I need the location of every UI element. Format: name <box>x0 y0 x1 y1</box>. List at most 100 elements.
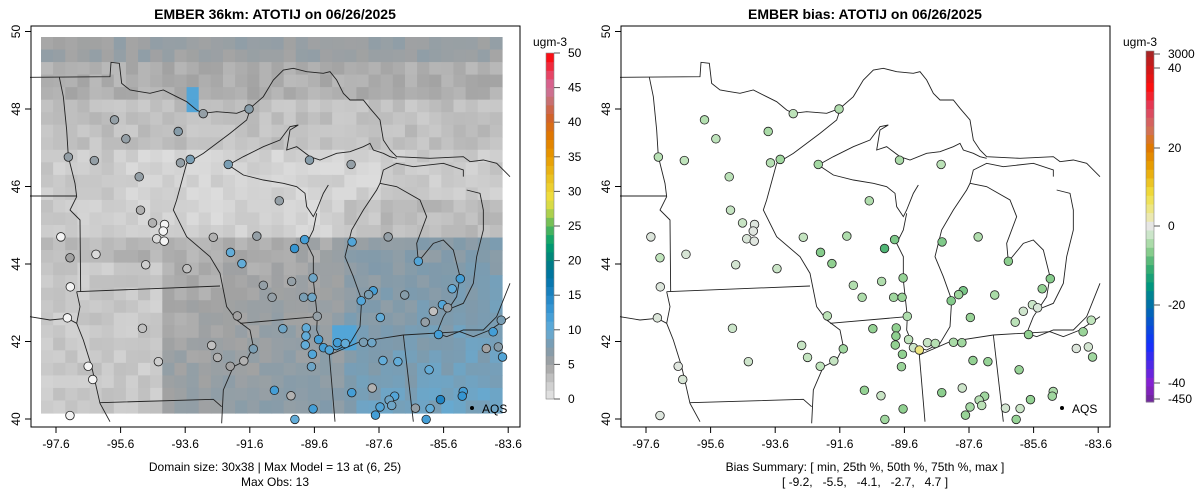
grid-cell <box>380 149 394 163</box>
bias-station-point <box>1037 284 1047 294</box>
grid-cell <box>65 212 78 226</box>
grid-cell <box>247 62 260 76</box>
grid-cell <box>162 87 176 101</box>
grid-cell <box>101 62 115 76</box>
grid-cell <box>162 199 176 214</box>
bias-station-point <box>727 323 738 334</box>
y-tick-label: 42 <box>599 335 613 349</box>
station-point <box>244 104 254 114</box>
station-point <box>308 273 318 283</box>
boundary-line <box>329 331 461 356</box>
colorbar-tick-label: 25 <box>568 219 582 233</box>
grid-cell <box>368 350 382 364</box>
grid-cell <box>453 199 467 214</box>
grid-cell <box>247 300 260 314</box>
grid-cell <box>150 375 163 389</box>
grid-cell <box>344 149 358 163</box>
grid-cell <box>77 287 91 301</box>
grid-cell <box>89 199 103 214</box>
colorbar-swatch <box>1146 385 1154 396</box>
grid-cell <box>332 62 345 76</box>
grid-cell <box>186 237 200 251</box>
grid-cell <box>138 62 151 76</box>
station-point <box>274 196 284 206</box>
bias-station-point <box>937 387 947 398</box>
grid-cell <box>320 312 333 326</box>
grid-cell <box>283 262 297 276</box>
grid-cell <box>198 362 212 376</box>
bias-station-point <box>914 345 925 355</box>
grid-cell <box>465 312 479 326</box>
grid-cell <box>113 375 127 389</box>
station-point <box>173 126 183 137</box>
grid-cell <box>89 187 103 201</box>
colorbar-swatch <box>1146 333 1154 344</box>
grid-cell <box>465 250 479 264</box>
grid-cell <box>320 375 333 389</box>
bias-station-point <box>763 126 773 137</box>
grid-cell <box>138 387 151 402</box>
grid-cell <box>477 74 491 88</box>
grid-cell <box>417 212 430 226</box>
grid-cell <box>89 237 103 251</box>
colorbar-tick-label: 5 <box>568 357 575 371</box>
grid-cell <box>344 375 358 389</box>
grid-cell <box>344 112 358 126</box>
grid-cell <box>138 124 151 138</box>
grid-cell <box>465 199 479 214</box>
colorbar-tick-label: -40 <box>1168 376 1186 390</box>
grid-cell <box>380 74 394 88</box>
grid-cell <box>65 62 78 76</box>
grid-cell <box>186 275 200 289</box>
station-point <box>346 159 356 170</box>
grid-cell <box>113 174 127 188</box>
grid-cell <box>380 275 394 289</box>
grid-cell <box>356 162 370 176</box>
grid-cell <box>222 325 236 339</box>
colorbar-swatch <box>546 355 554 365</box>
grid-cell <box>235 112 248 126</box>
grid-cell <box>477 162 491 176</box>
colorbar-swatch <box>546 174 554 184</box>
grid-cell <box>125 74 139 88</box>
station-point <box>237 258 247 269</box>
station-point <box>185 154 195 165</box>
colorbar-swatch <box>546 78 554 89</box>
grid-cell <box>186 112 200 126</box>
grid-cell <box>53 387 66 402</box>
grid-cell <box>283 212 297 226</box>
grid-cell <box>53 337 66 351</box>
colorbar-swatch <box>546 122 554 132</box>
grid-cell <box>162 300 176 314</box>
grid-cell <box>380 212 394 226</box>
boundary-line <box>829 316 907 324</box>
station-point <box>497 352 508 362</box>
grid-cell <box>210 362 224 376</box>
grid-cell <box>89 162 103 176</box>
grid-cell <box>477 225 491 239</box>
grid-cell <box>404 149 418 163</box>
colorbar-swatch <box>1146 51 1154 58</box>
grid-cell <box>174 49 188 63</box>
grid-cell <box>162 162 176 176</box>
grid-cell <box>489 74 503 88</box>
grid-cell <box>77 49 91 63</box>
grid-cell <box>404 112 418 126</box>
grid-cell <box>89 350 103 364</box>
axes: -97.6 -95.6 -93.6 -91.6 -89.6 -87.6 -85.6 -83.6… <box>9 25 522 451</box>
grid-cell <box>320 174 333 188</box>
station-point <box>135 205 146 215</box>
colorbar-swatch <box>1146 117 1154 127</box>
grid-cell <box>77 74 91 88</box>
grid-cell <box>53 187 66 201</box>
grid-cell <box>417 337 430 351</box>
grid-cell <box>247 275 260 289</box>
grid-cell <box>222 62 236 76</box>
grid-cell <box>307 199 321 214</box>
grid-cell <box>441 99 455 113</box>
grid-cell <box>247 87 260 101</box>
grid-cell <box>344 212 358 226</box>
colorbar-tick-label: -450 <box>1168 392 1192 406</box>
grid-cell <box>186 212 200 226</box>
